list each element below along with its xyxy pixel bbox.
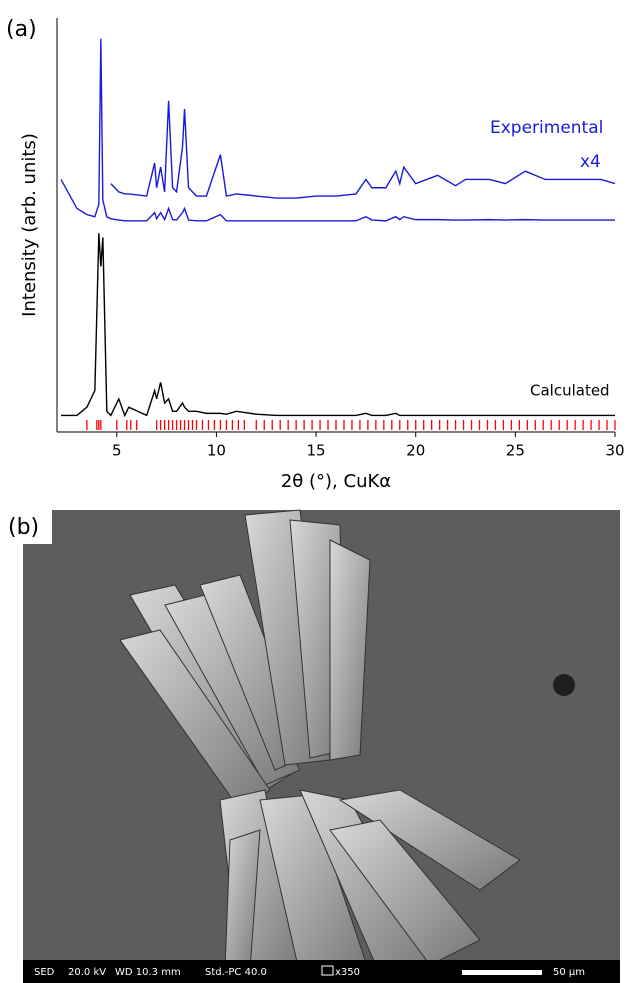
- label-box: [12, 510, 52, 544]
- info-text: Std.-PC 40.0: [205, 967, 267, 978]
- series-label: Experimental: [490, 118, 603, 138]
- panel-label: (a): [6, 17, 37, 42]
- particle: [553, 674, 575, 696]
- info-text: SED: [34, 967, 55, 978]
- info-text: 20.0 kV: [68, 967, 106, 978]
- x-axis-title: 2θ (°), CuKα: [281, 471, 391, 492]
- scale-bar: [462, 970, 542, 975]
- chart: (a) 2θ (°), CuKα Intensity (arb. units) …: [6, 17, 625, 492]
- y-axis-title: Intensity (arb. units): [19, 133, 40, 317]
- series-label: x4: [580, 152, 601, 172]
- x-tick-label: 20: [406, 442, 425, 460]
- series-label: Calculated: [530, 382, 610, 400]
- x-tick-label: 30: [605, 442, 624, 460]
- x-tick-label: 25: [506, 442, 525, 460]
- sem-image: (b) SED 20.0 kV WD 10.3 mm Std.-PC 40.0 …: [8, 509, 620, 983]
- panel-label: (b): [8, 515, 39, 540]
- line-series: [60, 38, 615, 222]
- line-series: [110, 100, 616, 199]
- info-text: WD 10.3 mm: [115, 967, 181, 978]
- x-tick-label: 10: [207, 442, 226, 460]
- crystals: [119, 509, 521, 976]
- line-series: [60, 233, 615, 418]
- camera-icon: [321, 965, 334, 976]
- x-tick-label: 5: [112, 442, 122, 460]
- info-text: x350: [335, 967, 360, 978]
- x-tick-label: 15: [307, 442, 326, 460]
- info-text: 50 µm: [553, 967, 585, 978]
